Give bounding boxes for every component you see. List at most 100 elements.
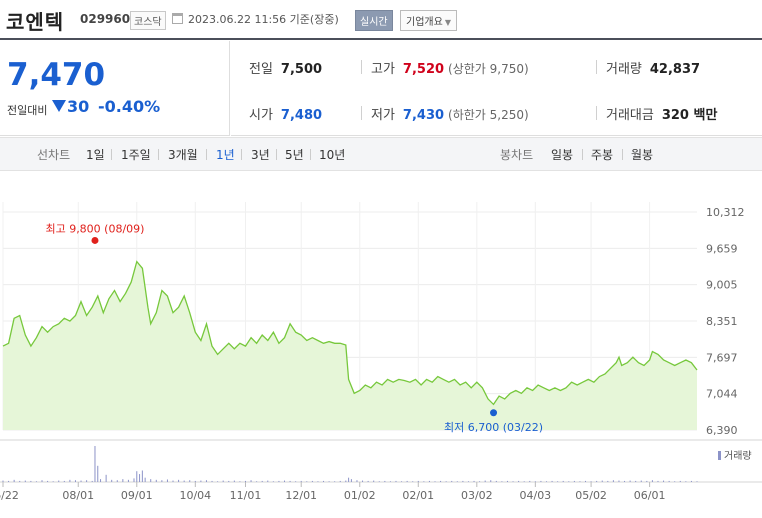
market-badge: 코스닥 (130, 11, 166, 30)
volume-bar (406, 480, 408, 482)
volume-bar (412, 481, 414, 482)
realtime-button[interactable]: 실시간 (355, 10, 393, 31)
volume-bar (596, 480, 598, 482)
volume-bar (629, 480, 631, 482)
volume-bar (373, 480, 375, 482)
volume-bar (334, 481, 336, 482)
tab-1d[interactable]: 1일 (86, 148, 105, 162)
tab-daily[interactable]: 일봉 (551, 148, 574, 162)
x-tick-label: 04/03 (519, 489, 551, 502)
volume-bar (462, 480, 464, 482)
change-label: 전일대비 (7, 104, 48, 117)
volume-legend-swatch (718, 451, 721, 460)
tab-1w[interactable]: 1주일 (121, 148, 151, 162)
volume-bar (540, 480, 542, 482)
current-price: 7,470 (7, 57, 106, 93)
volume-bar (86, 480, 88, 482)
candle-chart-label: 봉차트 (500, 148, 534, 162)
volume-bar (172, 480, 174, 482)
tab-3m[interactable]: 3개월 (168, 148, 198, 162)
stat-high: 고가 7,520 (상한가 9,750) (371, 58, 529, 77)
y-tick-label: 8,351 (706, 315, 738, 328)
stat-sub: (상한가 9,750) (448, 62, 529, 76)
x-tick-label: 12/01 (285, 489, 317, 502)
volume-bar (445, 481, 447, 482)
price-panel: 7,470 전일대비 30 -0.40% (0, 41, 230, 136)
company-info-label: 기업개요 (406, 17, 443, 28)
volume-bar (97, 465, 99, 482)
volume-bar (651, 480, 653, 482)
volume-bar (456, 481, 458, 482)
volume-bar (267, 480, 269, 482)
volume-bar (178, 479, 180, 482)
divider (158, 149, 159, 160)
volume-bar (518, 480, 520, 482)
volume-bar (512, 481, 514, 482)
volume-bar (473, 480, 475, 482)
divider (310, 149, 311, 160)
tab-monthly[interactable]: 월봉 (631, 148, 654, 162)
volume-bar (534, 481, 536, 482)
price-chart: 10,312 9,659 9,005 8,351 7,697 7,044 6,390 최고 … (0, 202, 762, 502)
volume-bar (8, 480, 10, 482)
y-tick-label: 6,390 (706, 424, 738, 437)
stat-value: 7,500 (280, 62, 323, 77)
tab-3y[interactable]: 3년 (251, 148, 270, 162)
stock-code: 029960 (80, 12, 131, 26)
calendar-icon (172, 13, 183, 24)
volume-bar (607, 480, 609, 482)
divider (206, 149, 207, 160)
stat-label: 거래대금 (606, 108, 654, 123)
volume-bar (58, 480, 60, 482)
volume-bar (30, 480, 32, 482)
volume-bar (506, 480, 508, 482)
tab-weekly[interactable]: 주봉 (591, 148, 614, 162)
volume-bar (100, 479, 102, 482)
tab-10y[interactable]: 10년 (319, 148, 346, 162)
x-tick-label: 01/02 (344, 489, 376, 502)
price-stats: 전일 7,500 고가 7,520 (상한가 9,750) 거래량 42,837 시가 7… (231, 41, 762, 136)
volume-bar (585, 480, 587, 482)
volume-bar (423, 481, 425, 482)
high-marker-label: 최고 9,800 (08/09) (45, 222, 144, 235)
volume-bar (479, 481, 481, 482)
tab-1y[interactable]: 1년 (216, 148, 235, 162)
volume-bar (205, 480, 207, 482)
stat-trade-value: 거래대금 320 백만 (606, 104, 717, 123)
volume-bar (233, 480, 235, 482)
stat-label: 시가 (249, 108, 273, 123)
volume-bar (384, 480, 386, 482)
stat-value: 42,837 (649, 62, 701, 77)
volume-bar (367, 480, 369, 482)
volume-bar (295, 481, 297, 482)
company-info-dropdown[interactable]: 기업개요 ▼ (400, 10, 457, 31)
volume-bar (144, 477, 146, 482)
timestamp: 2023.06.22 11:56 기준(장중) (188, 13, 339, 26)
volume-bar (601, 480, 603, 482)
volume-bar (523, 481, 525, 482)
down-triangle-icon (52, 100, 66, 112)
volume-legend: 거래량 (718, 450, 752, 462)
volume-bar (94, 446, 96, 482)
volume-bar (13, 479, 15, 482)
volume-bar (69, 479, 71, 482)
volume-bar (663, 480, 665, 482)
volume-bar (501, 481, 503, 482)
tab-5y[interactable]: 5년 (285, 148, 304, 162)
y-axis-labels: 10,312 9,659 9,005 8,351 7,697 7,044 6,390 (706, 206, 745, 437)
volume-bar (328, 481, 330, 482)
divider (596, 106, 597, 120)
volume-bar (579, 481, 581, 482)
volume-bar (551, 480, 553, 482)
volume-bar (41, 480, 43, 482)
volume-bar (529, 480, 531, 482)
volume-bar (194, 480, 196, 482)
stock-name: 코엔텍 (6, 10, 65, 34)
volume-bar (311, 480, 313, 482)
volume-bar (52, 481, 54, 482)
stat-value: 7,430 (402, 108, 445, 123)
volume-bar (323, 480, 325, 482)
volume-bar (434, 481, 436, 482)
volume-bar (150, 479, 152, 482)
volume-bar (256, 481, 258, 482)
